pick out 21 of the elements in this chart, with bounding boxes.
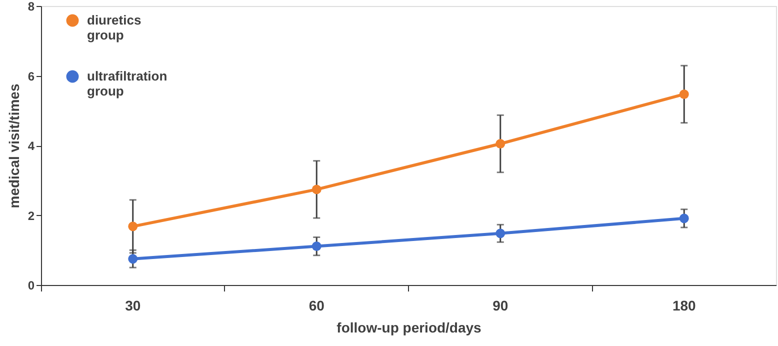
point — [128, 254, 138, 264]
point — [312, 242, 322, 252]
point — [679, 90, 689, 99]
legend-label: ultrafiltration group — [87, 68, 168, 98]
y-axis-title: medical visit/times — [6, 84, 22, 208]
point — [496, 139, 506, 148]
x-tick-label: 180 — [672, 298, 696, 314]
point — [496, 228, 506, 238]
y-tick-label: 0 — [28, 278, 35, 292]
x-tick-label: 30 — [125, 298, 141, 314]
y-tick-label: 2 — [28, 208, 35, 223]
point — [312, 184, 322, 194]
x-tick-label: 90 — [492, 298, 508, 314]
x-axis-title: follow-up period/days — [336, 320, 482, 336]
point — [679, 214, 689, 224]
x-tick-label: 60 — [308, 298, 325, 314]
point — [128, 222, 138, 232]
y-tick-label: 4 — [28, 139, 35, 153]
y-tick-label: 6 — [28, 69, 35, 84]
legend-label: diuretics group — [87, 12, 142, 42]
y-tick-label: 8 — [28, 0, 35, 14]
